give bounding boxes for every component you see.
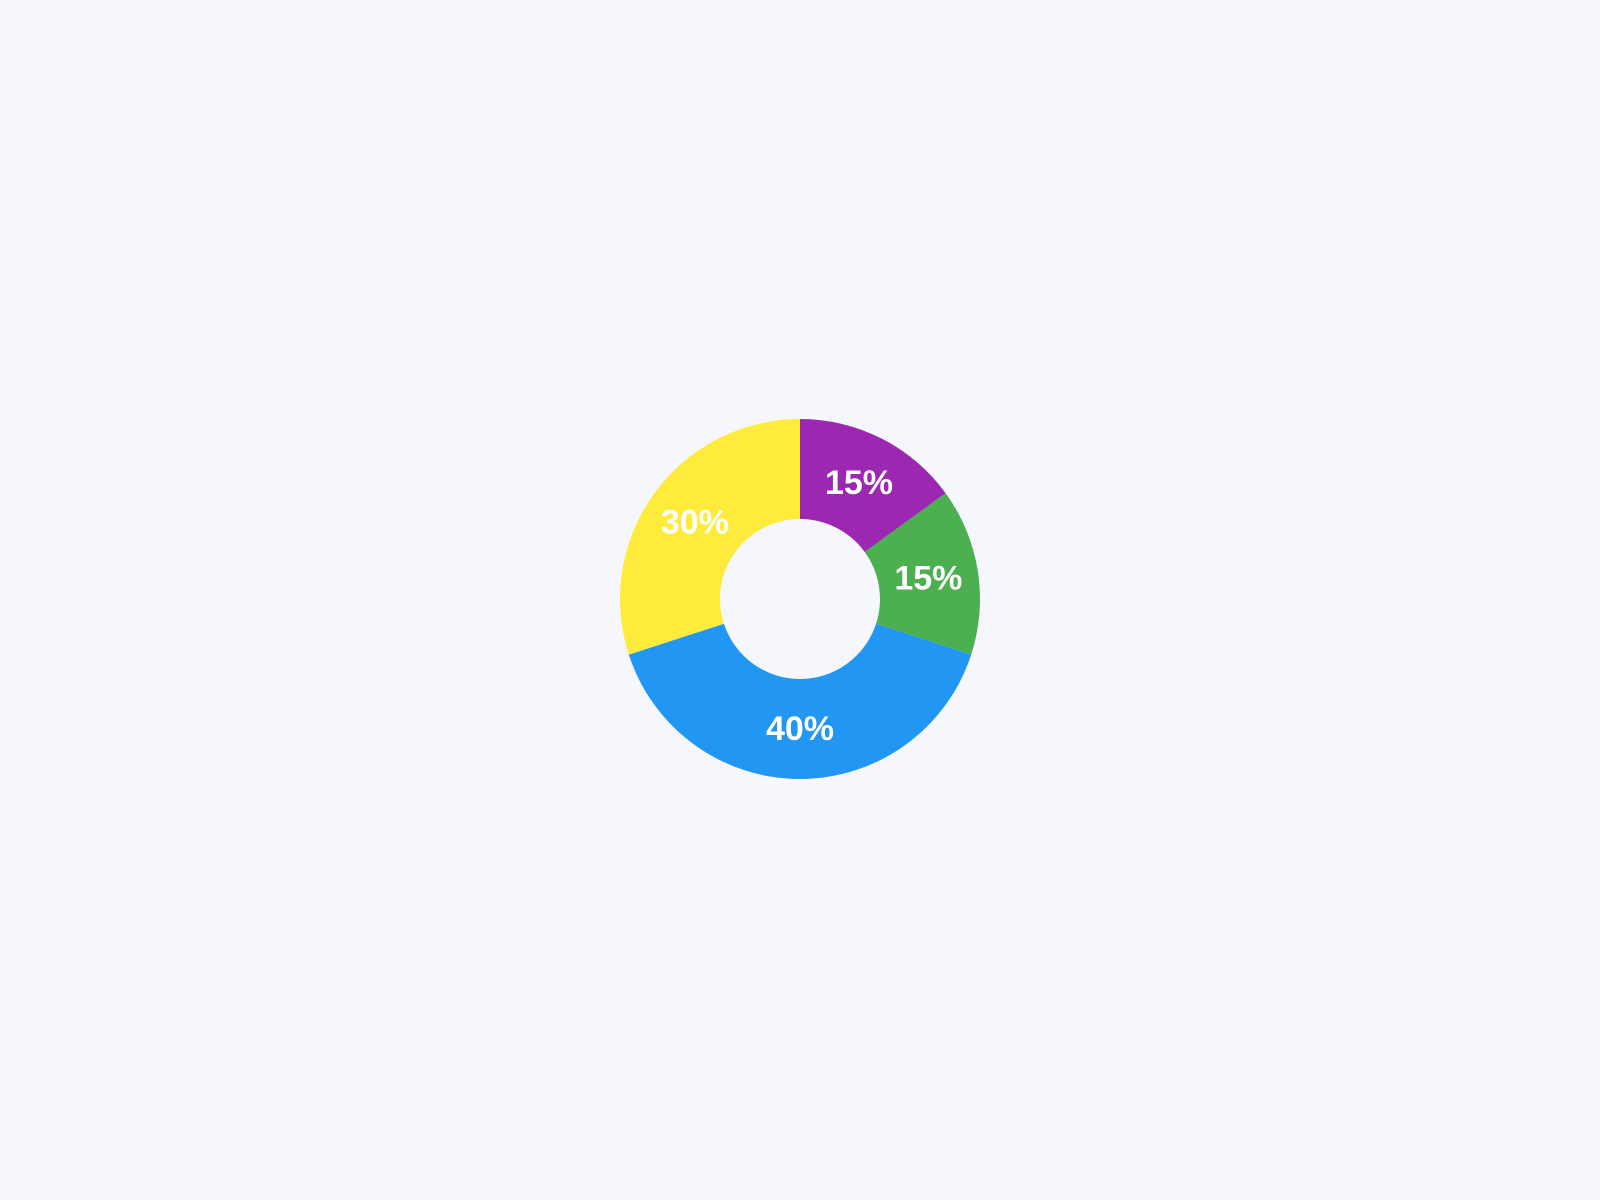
svg-text:30%: 30% xyxy=(661,504,729,542)
svg-text:40%: 40% xyxy=(766,710,834,748)
svg-text:15%: 15% xyxy=(825,464,893,502)
svg-text:15%: 15% xyxy=(894,560,962,598)
